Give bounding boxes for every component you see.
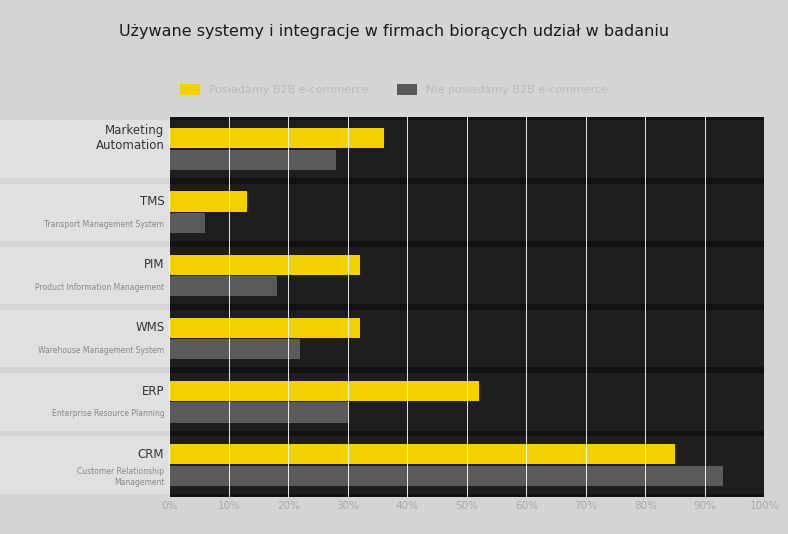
Text: Product Information Management: Product Information Management: [35, 283, 165, 292]
Bar: [169, 255, 360, 275]
Text: WMS: WMS: [136, 321, 165, 334]
Bar: [169, 310, 764, 367]
Bar: [169, 403, 348, 423]
Bar: [169, 466, 723, 486]
Bar: [169, 339, 300, 359]
Bar: [169, 191, 247, 211]
Text: Customer Relationship
Management: Customer Relationship Management: [77, 467, 165, 486]
Bar: [0, 120, 169, 178]
Bar: [169, 318, 360, 338]
Text: ERP: ERP: [142, 384, 165, 398]
Bar: [169, 444, 675, 465]
Bar: [0, 310, 169, 367]
Bar: [0, 184, 169, 241]
Bar: [0, 247, 169, 304]
Text: TMS: TMS: [139, 195, 165, 208]
Bar: [169, 184, 764, 241]
Bar: [169, 213, 205, 233]
Bar: [169, 120, 764, 178]
Text: CRM: CRM: [138, 448, 165, 461]
Text: Transport Management System: Transport Management System: [44, 220, 165, 229]
Bar: [169, 436, 764, 494]
Bar: [169, 247, 764, 304]
Bar: [169, 276, 277, 296]
Text: Używane systemy i integracje w firmach biorących udział w badaniu: Używane systemy i integracje w firmach b…: [119, 25, 669, 40]
Text: Enterprise Resource Planning: Enterprise Resource Planning: [51, 410, 165, 418]
Bar: [169, 373, 764, 430]
Bar: [0, 373, 169, 430]
Text: Warehouse Management System: Warehouse Management System: [38, 346, 165, 355]
Text: Marketing
Automation: Marketing Automation: [95, 124, 165, 152]
Legend: Posiadamy B2B e-commerce, Nie posiadamy B2B e-commerce: Posiadamy B2B e-commerce, Nie posiadamy …: [180, 84, 608, 95]
Bar: [169, 150, 336, 170]
Text: PIM: PIM: [144, 258, 165, 271]
Bar: [169, 381, 479, 401]
Bar: [0, 436, 169, 494]
Bar: [169, 128, 384, 148]
